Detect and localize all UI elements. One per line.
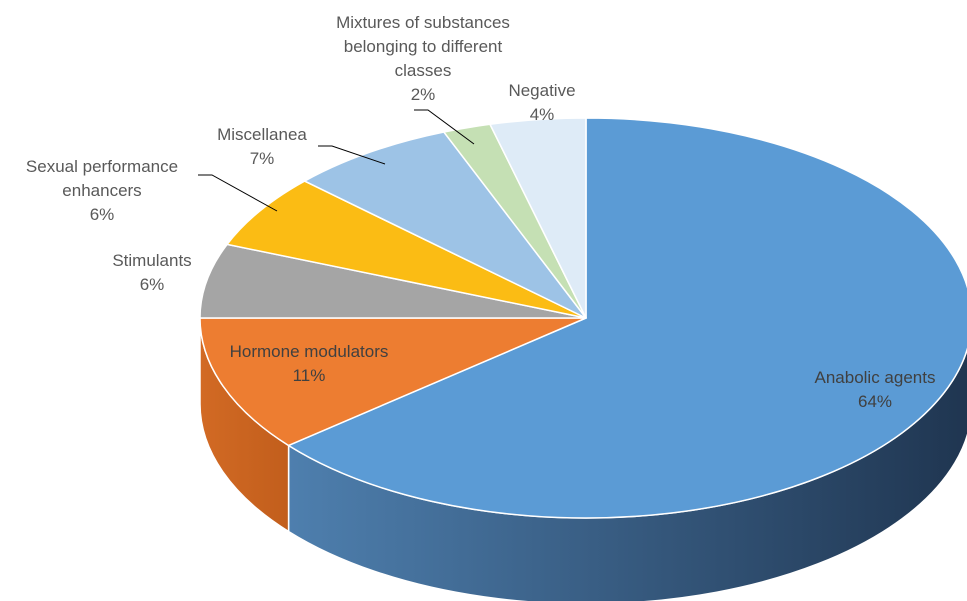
pie-slice-hormone-modulators	[199, 317, 587, 447]
label-negative: Negative 4%	[508, 81, 575, 124]
pie-slice-anabolic-agents	[287, 117, 967, 519]
pie-slice-sexual-performance-enhancers	[226, 180, 587, 319]
pie-slice-negative	[489, 117, 587, 319]
label-anabolic-agents: Anabolic agents 64%	[815, 368, 936, 411]
label-hormone-modulators: Hormone modulators 11%	[230, 342, 389, 385]
label-miscellanea: Miscellanea 7%	[217, 125, 307, 168]
leader-line-mixtures	[414, 109, 475, 145]
leader-line-sexual-performance-enhancers	[198, 174, 278, 212]
leader-line-miscellanea	[318, 145, 386, 165]
pie-slice-stimulants	[199, 243, 587, 319]
label-stimulants: Stimulants 6%	[112, 251, 191, 294]
label-mixtures-of-substances-belonging-to-different-classes: Mixtures of substances belonging to diffe…	[336, 13, 510, 104]
pie-slice-miscellanea	[303, 131, 587, 319]
label-sexual-performance-enhancers: Sexual performance enhancers 6%	[26, 157, 178, 224]
